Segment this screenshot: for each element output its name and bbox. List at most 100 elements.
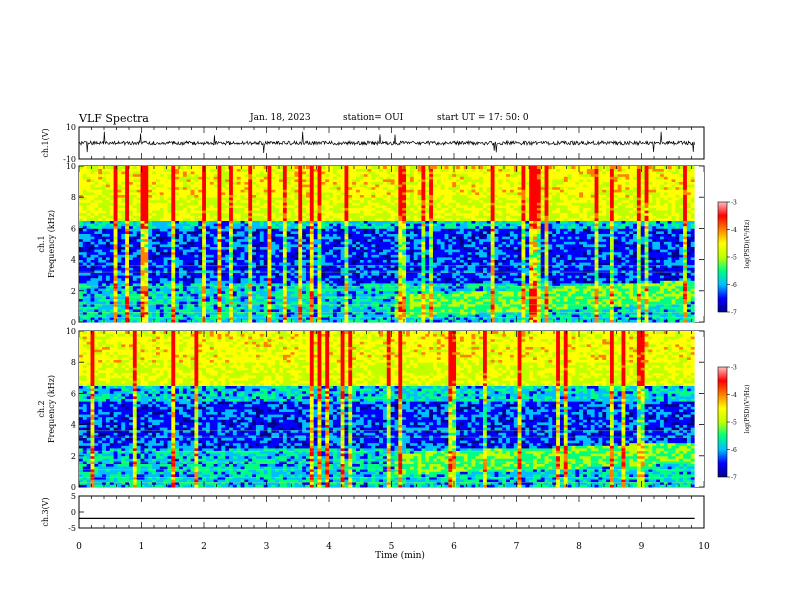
spectrogram-cell: [225, 215, 230, 219]
spectrogram-cell: [171, 244, 176, 247]
spectrogram-cell: [98, 231, 103, 234]
spectrogram-cell: [336, 249, 342, 253]
spectrogram-cell: [279, 306, 284, 310]
spectrogram-cell: [125, 197, 130, 201]
spectrogram-cell: [252, 254, 257, 258]
spectrogram-cell: [267, 306, 272, 310]
spectrogram-cell: [363, 306, 368, 310]
spectrogram-cell: [259, 225, 265, 229]
spectrogram-cell: [98, 223, 103, 227]
spectrogram-cell: [225, 218, 230, 221]
spectrogram-cell: [90, 316, 95, 320]
spectrogram-cell: [198, 280, 203, 284]
spectrogram-cell: [148, 199, 153, 203]
spectrogram-cell: [121, 179, 126, 182]
spectrogram-cell: [329, 280, 334, 284]
spectrogram-cell: [379, 173, 384, 177]
spectrogram-cell: [198, 251, 203, 255]
spectrogram-cell: [229, 319, 234, 323]
spectrogram-cell: [259, 176, 265, 180]
spectrogram-cell: [109, 319, 115, 323]
spectrogram-cell: [259, 186, 265, 190]
spectrogram-cell: [371, 319, 376, 323]
spectrogram-cell: [344, 225, 349, 229]
spectrogram-cell: [175, 259, 180, 263]
spectrogram-cell: [171, 254, 176, 258]
spectrogram-cell: [182, 236, 188, 240]
spectrogram-cell: [394, 199, 399, 203]
spectrogram-cell: [109, 189, 115, 193]
spectrogram-cell: [79, 262, 84, 266]
spectrogram-cell: [155, 168, 161, 172]
spectrogram-cell: [136, 205, 141, 208]
spectrogram-cell: [125, 303, 130, 307]
spectrogram-cell: [286, 197, 292, 201]
spectrogram-cell: [102, 259, 107, 263]
spectrogram-cell: [329, 210, 334, 214]
spectrogram-cell: [155, 205, 161, 208]
spectrogram-cell: [340, 233, 345, 237]
spectrogram-cell: [125, 257, 130, 260]
spectrogram-cell: [356, 192, 361, 195]
spectrogram-cell: [240, 298, 245, 302]
spectrogram-cell: [94, 296, 99, 299]
spectrogram-cell: [267, 181, 272, 185]
spectrogram-cell: [98, 267, 103, 271]
spectrogram-cell: [386, 176, 392, 180]
spectrogram-cell: [394, 267, 399, 271]
spectrogram-cell: [167, 176, 172, 180]
spectrogram-cell: [205, 298, 211, 302]
spectrogram-cell: [282, 298, 288, 302]
spectrogram-cell: [132, 244, 138, 247]
spectrogram-cell: [332, 168, 338, 172]
spectrogram-cell: [182, 246, 188, 250]
spectrogram-cell: [359, 264, 365, 268]
spectrogram-cell: [175, 233, 180, 237]
spectrogram-cell: [79, 189, 84, 193]
spectrogram-cell: [105, 189, 111, 193]
spectrogram-cell: [375, 233, 380, 237]
spectrogram-cell: [98, 168, 103, 172]
spectrogram-cell: [390, 233, 395, 237]
spectrogram-cell: [286, 241, 292, 245]
spectrogram-cell: [225, 168, 230, 172]
spectrogram-cell: [375, 212, 380, 216]
spectrogram-cell: [394, 218, 399, 221]
spectrogram-cell: [163, 251, 168, 255]
spectrogram-cell: [109, 173, 115, 177]
spectrogram-cell: [371, 184, 376, 188]
spectrogram-cell: [221, 275, 226, 279]
spectrogram-cell: [232, 238, 238, 242]
spectrogram-cell: [117, 238, 122, 242]
spectrogram-cell: [79, 207, 84, 211]
spectrogram-cell: [386, 179, 392, 182]
spectrogram-cell: [313, 215, 318, 219]
spectrogram-cell: [175, 181, 180, 185]
spectrogram-cell: [386, 309, 392, 312]
spectrogram-cell: [236, 246, 241, 250]
spectrogram-cell: [136, 233, 141, 237]
spectrogram-cell: [144, 257, 149, 260]
spectrogram-cell: [82, 262, 88, 266]
spectrogram-cell: [125, 171, 130, 175]
spectrogram-cell: [390, 270, 395, 273]
spectrogram-cell: [375, 225, 380, 229]
spectrogram-cell: [236, 184, 241, 188]
spectrogram-cell: [105, 220, 111, 224]
spectrogram-cell: [356, 173, 361, 177]
spectrogram-cell: [352, 251, 357, 255]
spectrogram-cell: [379, 210, 384, 214]
spectrogram-cell: [356, 197, 361, 201]
spectrogram-cell: [148, 173, 153, 177]
spectrogram-cell: [117, 192, 122, 195]
spectrogram-cell: [379, 309, 384, 312]
spectrogram-cell: [386, 218, 392, 221]
spectrogram-cell: [232, 168, 238, 172]
spectrogram-cell: [186, 207, 191, 211]
spectrogram-cell: [271, 241, 276, 245]
spectrogram-cell: [386, 259, 392, 263]
spectrogram-cell: [113, 181, 118, 185]
spectrogram-cell: [363, 280, 368, 284]
spectrogram-cell: [194, 309, 199, 312]
spectrogram-cell: [86, 298, 91, 302]
